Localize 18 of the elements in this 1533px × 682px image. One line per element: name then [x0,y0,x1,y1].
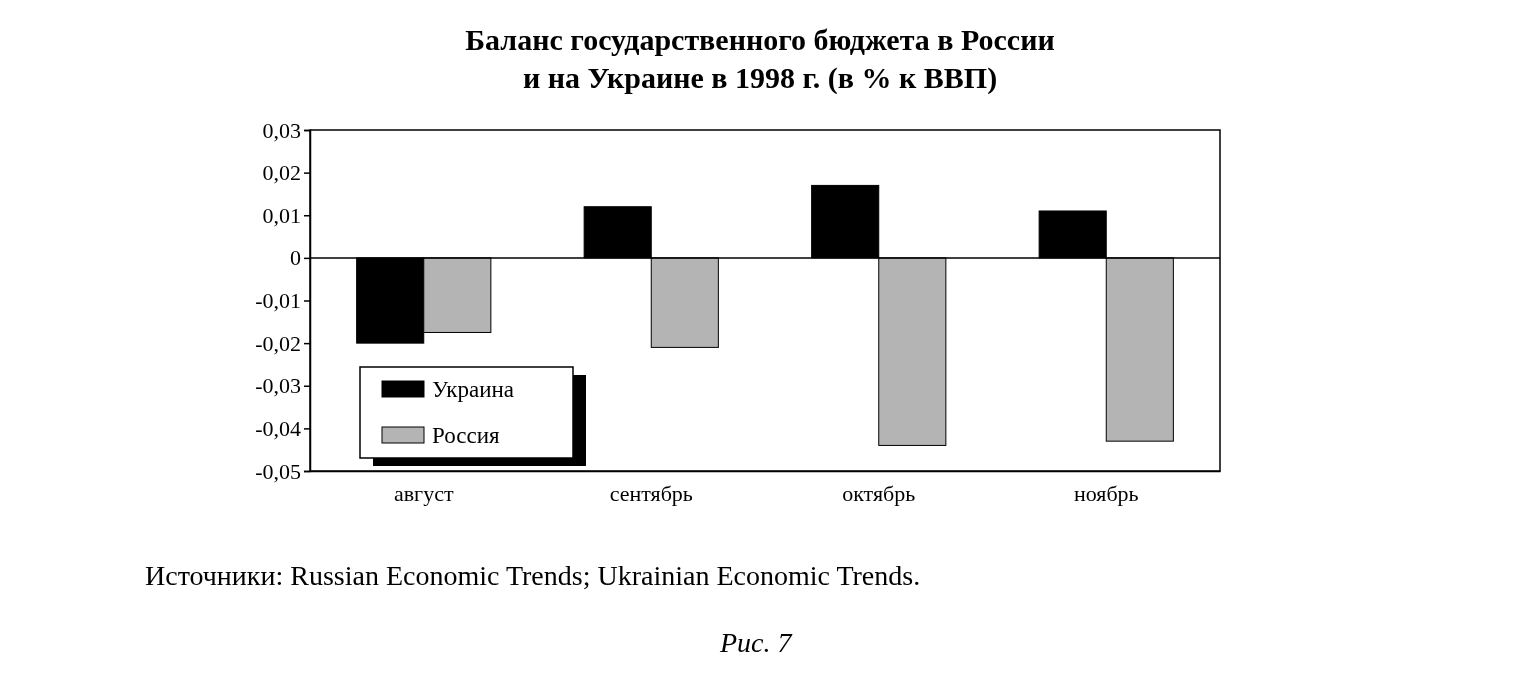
y-tick-label: -0,02 [255,330,301,356]
x-tick-label: октябрь [842,480,916,506]
y-tick-label: -0,03 [255,373,301,399]
y-tick-label: 0 [290,245,301,271]
x-tick-label: ноябрь [1073,480,1139,506]
y-tick-label: 0,03 [262,117,301,143]
text: Рис. 7 [719,627,793,658]
legend-label: Украина [432,377,514,402]
x-tick-label: август [393,480,454,506]
text: Источники: Russian Economic Trends; Ukrainian Economic Trends. [145,560,921,591]
x-tick-label: сентябрь [609,480,693,506]
y-tick-label: -0,04 [255,415,301,441]
y-tick-label: 0,02 [262,160,301,186]
y-tick-label: -0,05 [255,458,301,484]
y-tick-label: -0,01 [255,288,301,314]
y-tick-label: 0,01 [262,202,301,228]
legend-label: Россия [432,423,501,448]
chart-title: Баланс государственного бюджета в России и на Украине в 1998 г. (в % к ВВП) [465,23,1055,95]
